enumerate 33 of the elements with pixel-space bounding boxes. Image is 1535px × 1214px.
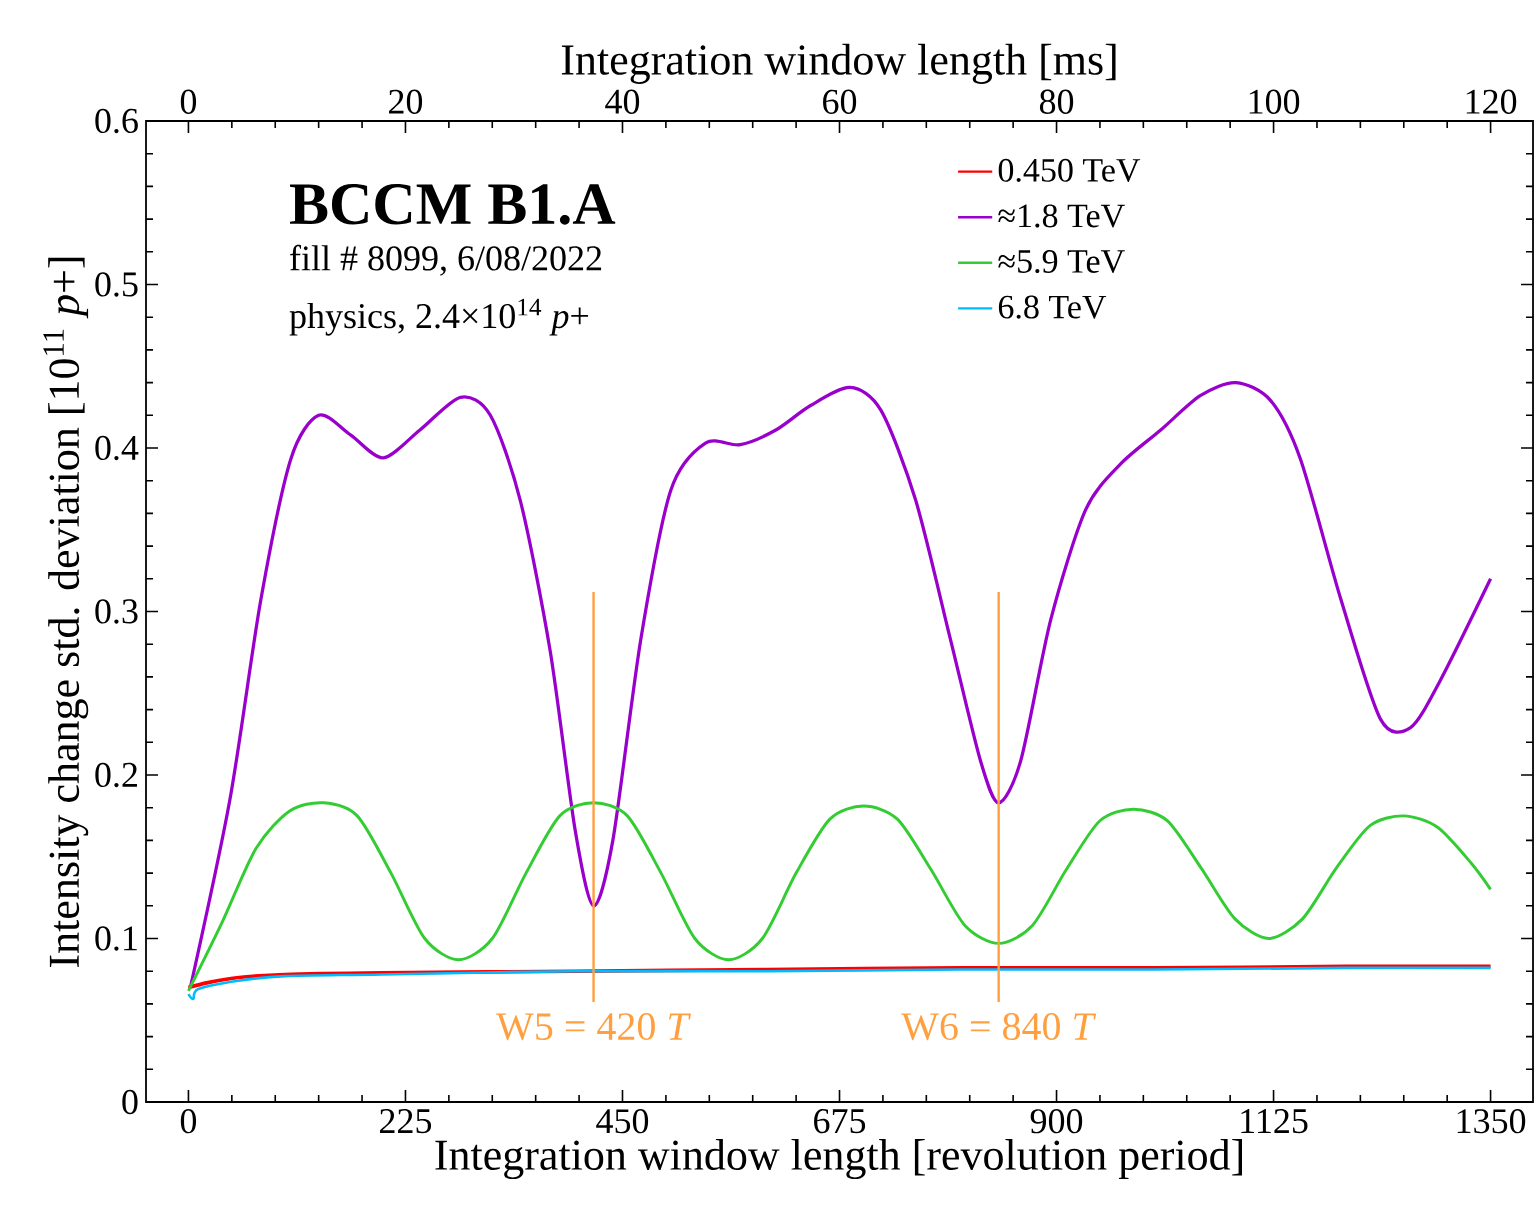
y-tick-label: 0.3 xyxy=(95,599,138,624)
annotation: physics, 2.4×10$^{14}$ p+ xyxy=(289,298,589,336)
y-tick-label: 0.5 xyxy=(95,272,138,297)
legend-label: ≈5.9 TeV xyxy=(998,250,1125,274)
x2-tick-label: 120 xyxy=(1466,89,1517,114)
y-tick-label: 0.2 xyxy=(95,762,137,788)
x2-tick-label: 60 xyxy=(823,89,857,114)
x2-tick-label: 100 xyxy=(1249,89,1300,114)
y-tick-label: 0.1 xyxy=(95,926,137,951)
annotation: BCCM B1.A xyxy=(290,184,616,225)
y-tick-label: 0.6 xyxy=(95,108,138,134)
x-tick-label: 450 xyxy=(596,1109,649,1134)
ref-line-label: W6 = 840 T xyxy=(901,1013,1097,1041)
y-tick-label: 0.4 xyxy=(95,435,139,461)
x-tick-label: 1350 xyxy=(1457,1109,1526,1134)
y-tick-label: 0 xyxy=(122,1089,138,1115)
x-tick-label: 1125 xyxy=(1241,1109,1308,1134)
x2-axis-title: Integration window length [ms] xyxy=(561,43,1116,84)
ref-line-label: W5 = 420 T xyxy=(496,1013,691,1041)
x2-tick-label: 40 xyxy=(605,89,640,114)
x-axis-title: Integration window length [revolution period] xyxy=(435,1139,1243,1180)
x-tick-label: 675 xyxy=(814,1109,866,1134)
legend-label: 0.450 TeV xyxy=(998,158,1141,182)
x-tick-label: 225 xyxy=(380,1109,432,1134)
x2-tick-label: 0 xyxy=(180,89,197,114)
legend-label: ≈1.8 TeV xyxy=(998,204,1125,228)
legend-label: 6.8 TeV xyxy=(998,295,1107,319)
annotation: fill # 8099, 6/08/2022 xyxy=(290,244,602,276)
x-tick-label: 900 xyxy=(1030,1109,1083,1134)
x-tick-label: 0 xyxy=(180,1109,197,1134)
x2-tick-label: 20 xyxy=(389,89,423,114)
x2-tick-label: 80 xyxy=(1039,89,1074,114)
y-axis-title: Intensity change std. deviation [10$^{11}$ p+] xyxy=(43,257,89,967)
